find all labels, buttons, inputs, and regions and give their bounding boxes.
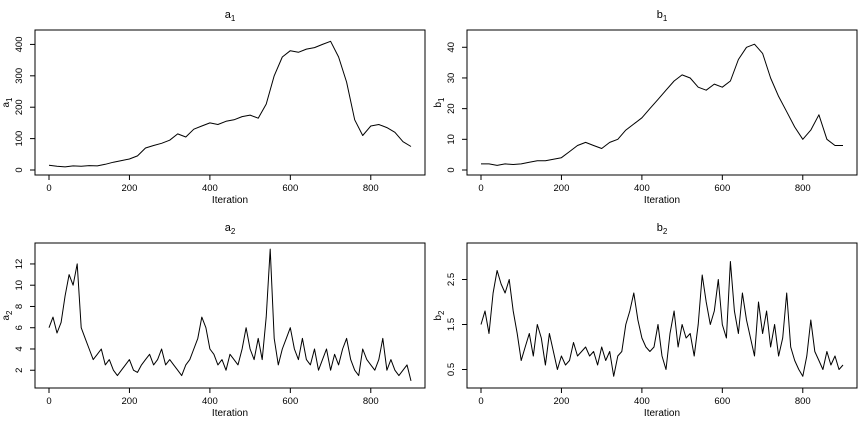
y-tick-label: 40	[446, 42, 457, 53]
chart-title: b2	[657, 222, 668, 236]
y-axis-label: a1	[1, 97, 14, 108]
y-tick-label: 12	[14, 259, 25, 270]
x-tick-label: 800	[363, 396, 379, 407]
y-tick-label: 8	[14, 304, 25, 309]
y-tick-label: 10	[446, 134, 457, 145]
y-tick-label: 1.5	[446, 318, 457, 331]
x-tick-label: 400	[202, 396, 218, 407]
series-line	[48, 40, 412, 168]
x-tick-label: 0	[478, 183, 483, 194]
x-tick-label: 600	[282, 396, 298, 407]
panel-b1: b1 0 200 400 600 800 0 10 20 30 40 Iteration b1	[433, 9, 858, 206]
x-tick-label: 400	[634, 183, 650, 194]
y-tick-label: 6	[14, 325, 25, 330]
x-axis-label: Iteration	[212, 408, 248, 419]
y-axis-label: a2	[1, 310, 14, 321]
chart-title: a1	[225, 9, 236, 23]
y-axis-label: b1	[433, 97, 446, 108]
y-tick-label: 400	[14, 36, 25, 52]
y-tick-label: 30	[446, 73, 457, 84]
x-tick-label: 200	[122, 183, 138, 194]
series-line	[48, 248, 412, 382]
y-tick-label: 200	[14, 99, 25, 115]
x-tick-label: 0	[478, 396, 483, 407]
x-axis-label: Iteration	[644, 408, 680, 419]
plot-frame	[466, 29, 858, 176]
y-tick-label: 0	[446, 167, 457, 172]
chart-title: b1	[657, 9, 668, 23]
x-tick-label: 600	[714, 183, 730, 194]
series-line	[481, 43, 843, 166]
x-tick-label: 0	[46, 396, 51, 407]
x-tick-label: 800	[795, 183, 811, 194]
x-axis-label: Iteration	[212, 195, 248, 206]
y-tick-label: 300	[14, 68, 25, 84]
series-line	[480, 261, 844, 377]
x-tick-label: 200	[122, 396, 138, 407]
panel-b2: b2 0 200 400 600 800 0.5 1.5 2.5 Iteration b2	[433, 222, 858, 419]
x-tick-label: 600	[282, 183, 298, 194]
chart-title: a2	[225, 222, 236, 236]
y-tick-label: 2	[14, 368, 25, 373]
plot-frame	[34, 242, 426, 389]
x-tick-label: 200	[554, 183, 570, 194]
y-tick-label: 20	[446, 103, 457, 114]
y-tick-label: 0	[14, 167, 25, 172]
x-tick-label: 800	[363, 183, 379, 194]
x-tick-label: 800	[795, 396, 811, 407]
y-axis-label: b2	[433, 310, 446, 321]
plot-frame	[466, 242, 858, 389]
x-tick-label: 200	[554, 396, 570, 407]
x-tick-label: 400	[202, 183, 218, 194]
y-tick-label: 2.5	[446, 273, 457, 286]
x-tick-label: 0	[46, 183, 51, 194]
y-tick-label: 100	[14, 131, 25, 147]
plot-frame	[34, 29, 426, 176]
panel-a2: a2 0 200 400 600 800 2 4 6 8 10 12 Iteration a2	[1, 222, 426, 419]
x-tick-label: 400	[634, 396, 650, 407]
y-tick-label: 0.5	[446, 363, 457, 376]
x-axis-label: Iteration	[644, 195, 680, 206]
y-tick-label: 4	[14, 346, 25, 351]
y-tick-label: 10	[14, 280, 25, 291]
x-tick-label: 600	[714, 396, 730, 407]
